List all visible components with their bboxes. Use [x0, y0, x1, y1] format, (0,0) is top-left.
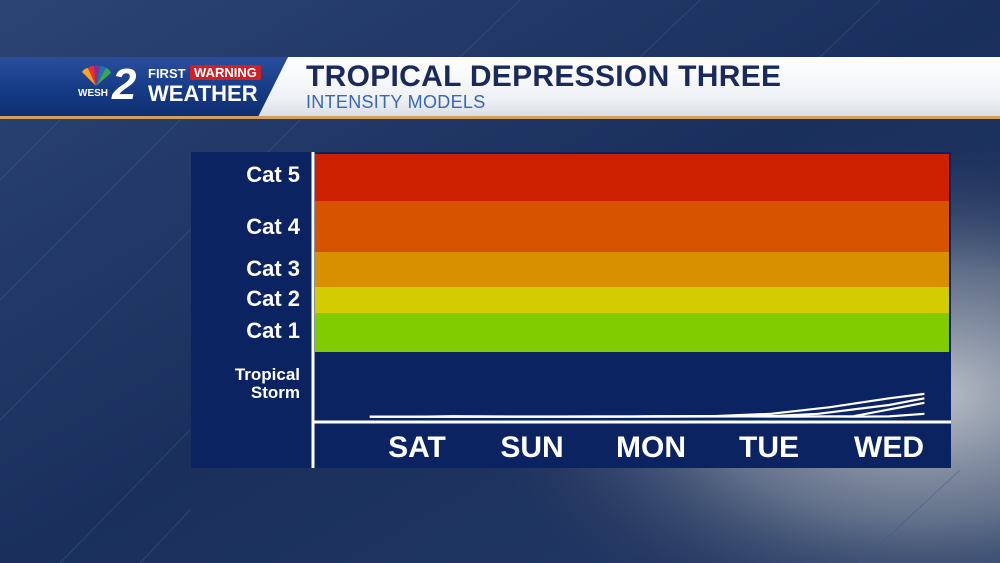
band-cat5	[315, 154, 949, 201]
y-label-tropical-storm: Tropical Storm	[222, 366, 300, 402]
intensity-chart: SAT SUN MON TUE WED	[311, 152, 951, 468]
title-block	[258, 57, 1000, 117]
logo-digit: 2	[112, 60, 137, 109]
band-cat2	[315, 287, 949, 313]
logo-weather: WEATHER	[148, 81, 258, 106]
y-label-cat1: Cat 1	[246, 318, 300, 343]
logo-station: WESH	[78, 88, 108, 99]
series-layer	[369, 392, 925, 418]
page-title: TROPICAL DEPRESSION THREE	[306, 60, 782, 93]
y-label-cat2: Cat 2	[246, 286, 300, 311]
band-cat1	[315, 313, 949, 352]
header-bar	[0, 57, 1000, 117]
y-label-tropical-storm-text: Tropical Storm	[234, 365, 300, 402]
x-tick-label: TUE	[739, 431, 799, 464]
x-tick-label: SUN	[500, 431, 563, 464]
x-tick-label: WED	[854, 431, 924, 464]
logo-first: FIRST	[148, 66, 186, 81]
model-series-line-4	[417, 412, 925, 418]
x-tick-label: MON	[616, 431, 686, 464]
y-label-cat5: Cat 5	[246, 162, 300, 187]
y-label-cat4: Cat 4	[246, 214, 300, 239]
header-rule	[0, 116, 1000, 119]
x-tick-label: SAT	[388, 431, 446, 464]
band-tropical-storm	[315, 352, 949, 422]
y-label-cat3: Cat 3	[246, 256, 300, 281]
logo-warning-badge: WARNING	[190, 65, 261, 80]
band-cat3	[315, 252, 949, 287]
peacock-icon	[82, 65, 111, 86]
page-subtitle: INTENSITY MODELS	[306, 92, 486, 112]
band-cat4	[315, 201, 949, 252]
